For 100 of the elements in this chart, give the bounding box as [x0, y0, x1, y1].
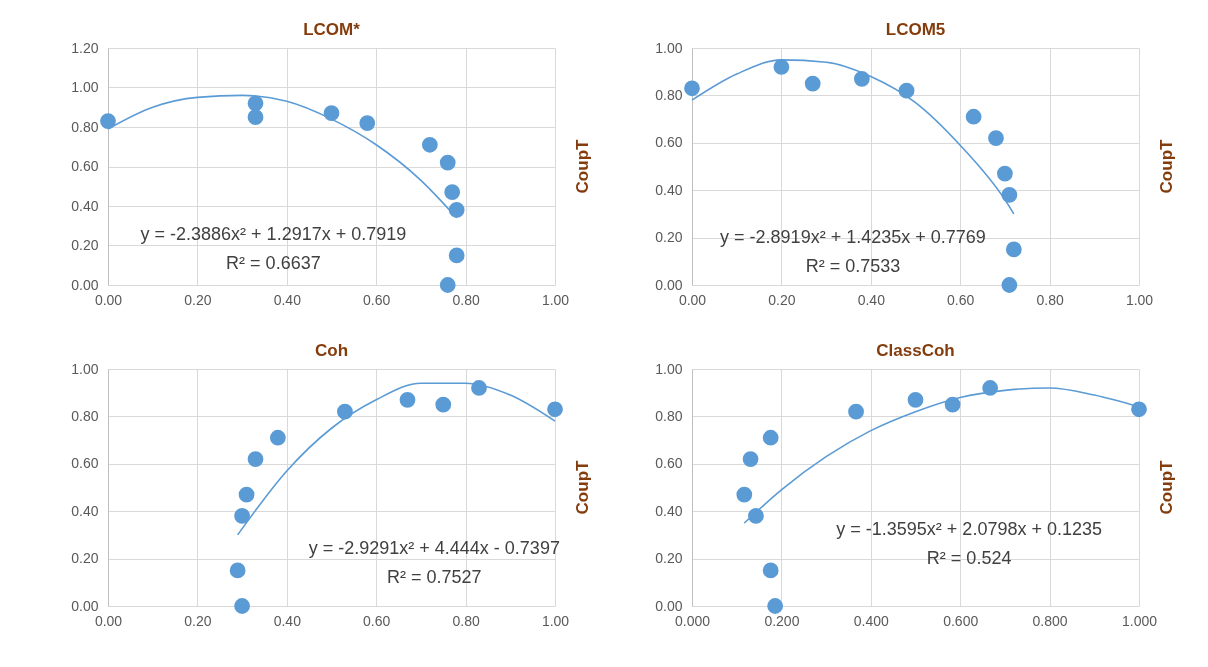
- annotation: R² = 0.6637: [226, 253, 321, 274]
- point: [773, 59, 790, 75]
- point: [100, 113, 116, 129]
- x-tick-label: 0.20: [768, 291, 796, 308]
- y-tick-label: 0.00: [655, 276, 683, 293]
- y-tick-label: 0.80: [71, 407, 99, 424]
- point: [359, 115, 376, 131]
- annotation: y = -2.8919x² + 1.4235x + 0.7769: [720, 226, 986, 247]
- y-tick-label: 0.00: [71, 597, 99, 614]
- point: [247, 451, 264, 467]
- annotation: R² = 0.524: [926, 548, 1012, 569]
- annotation: y = -2.3886x² + 1.2917x + 0.7919: [140, 224, 407, 245]
- chart-title: Coh: [314, 341, 349, 360]
- x-tick-label: 0.80: [452, 612, 480, 629]
- point: [898, 82, 915, 99]
- x-tick-label: 0.60: [363, 612, 391, 629]
- point: [1005, 241, 1022, 258]
- y-axis-title: CoupT: [1157, 138, 1176, 194]
- point: [907, 391, 924, 408]
- x-tick-label: 0.40: [273, 612, 302, 629]
- y-axis-title: CoupT: [573, 459, 592, 515]
- point: [1001, 187, 1018, 203]
- point: [444, 184, 461, 201]
- point: [762, 562, 779, 579]
- y-tick-label: 1.00: [71, 79, 99, 95]
- point: [982, 380, 999, 396]
- point: [1131, 401, 1147, 418]
- point: [229, 562, 246, 579]
- y-tick-label: 0.20: [655, 229, 683, 246]
- point: [323, 105, 340, 122]
- y-tick-label: 0.60: [655, 455, 683, 472]
- point: [435, 396, 452, 413]
- y-tick-label: 0.20: [655, 550, 683, 567]
- annotation: y = -1.3595x² + 2.0798x + 0.1235: [836, 519, 1102, 540]
- x-tick-label: 1.00: [541, 612, 570, 629]
- x-tick-label: 1.00: [1125, 291, 1154, 308]
- x-tick-label: 0.800: [1032, 612, 1068, 629]
- point: [269, 429, 286, 446]
- y-tick-label: 0.40: [655, 502, 683, 519]
- chart-title: LCOM5: [885, 20, 946, 39]
- point: [848, 403, 864, 420]
- point: [421, 136, 438, 153]
- point: [337, 403, 353, 420]
- point: [853, 70, 870, 87]
- point: [234, 598, 250, 614]
- point: [748, 508, 764, 524]
- y-tick-label: 0.00: [71, 276, 99, 293]
- point: [547, 401, 563, 418]
- y-tick-label: 0.00: [655, 597, 683, 614]
- point: [399, 391, 416, 408]
- x-tick-label: 0.20: [184, 612, 212, 629]
- x-tick-label: 0.00: [94, 291, 123, 308]
- point: [238, 486, 255, 503]
- point: [767, 598, 784, 614]
- point: [471, 380, 487, 396]
- y-tick-label: 0.80: [655, 407, 683, 424]
- point: [944, 396, 961, 413]
- y-tick-label: 1.00: [655, 39, 683, 56]
- point: [742, 451, 759, 467]
- annotation: R² = 0.7533: [805, 255, 901, 276]
- y-tick-label: 1.00: [655, 360, 683, 377]
- point: [448, 247, 465, 264]
- x-tick-label: 0.60: [947, 291, 975, 308]
- point: [736, 486, 753, 503]
- y-tick-label: 1.00: [71, 360, 99, 377]
- point: [988, 130, 1004, 146]
- point: [804, 75, 821, 92]
- point: [997, 165, 1013, 182]
- y-tick-label: 0.80: [655, 86, 683, 103]
- point: [247, 109, 264, 125]
- x-tick-label: 1.00: [541, 291, 570, 308]
- point: [234, 508, 250, 524]
- x-tick-label: 0.20: [184, 291, 212, 308]
- y-tick-label: 0.80: [71, 118, 99, 135]
- point: [247, 95, 264, 112]
- y-tick-label: 0.40: [71, 197, 99, 214]
- y-axis-title: CoupT: [573, 138, 592, 194]
- y-tick-label: 0.60: [71, 158, 99, 174]
- point: [439, 154, 456, 171]
- y-tick-label: 0.60: [655, 134, 683, 151]
- point: [684, 80, 700, 97]
- y-tick-label: 0.60: [71, 455, 99, 472]
- x-tick-label: 0.600: [943, 612, 979, 629]
- y-axis-title: CoupT: [1157, 459, 1176, 515]
- x-tick-label: 0.000: [674, 612, 711, 629]
- point: [762, 429, 779, 446]
- annotation: R² = 0.7527: [387, 567, 482, 588]
- y-tick-label: 0.40: [71, 502, 99, 519]
- x-tick-label: 0.40: [857, 291, 886, 308]
- y-tick-label: 0.40: [655, 181, 683, 198]
- x-tick-label: 0.40: [273, 291, 302, 308]
- y-tick-label: 0.20: [71, 237, 99, 253]
- x-tick-label: 0.00: [678, 291, 707, 308]
- chart-title: LCOM*: [303, 20, 361, 39]
- chart-title: ClassCoh: [876, 341, 955, 360]
- x-tick-label: 0.400: [853, 612, 890, 629]
- point: [439, 277, 456, 293]
- x-tick-label: 0.60: [363, 291, 391, 308]
- y-tick-label: 1.20: [71, 39, 99, 56]
- annotation: y = -2.9291x² + 4.444x - 0.7397: [308, 538, 560, 559]
